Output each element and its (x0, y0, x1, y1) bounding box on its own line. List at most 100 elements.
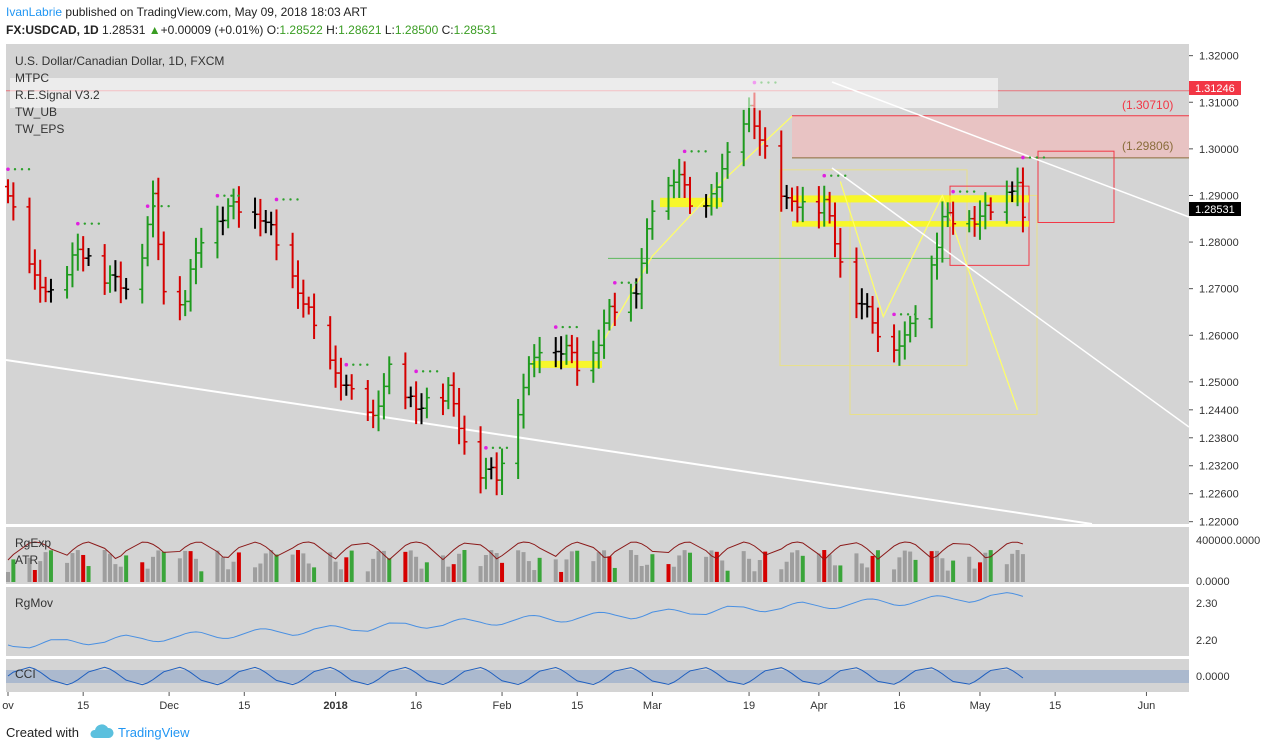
x-tick-label: Jun (1138, 700, 1156, 712)
volume-bar (6, 572, 10, 582)
volume-bar (199, 571, 204, 582)
indicator-lines (7, 541, 1024, 686)
author-link[interactable]: IvanLabrie (6, 5, 63, 19)
x-tick-label: 15 (571, 700, 583, 712)
volume-bar (897, 557, 902, 582)
volume-bar (414, 556, 419, 582)
price-badge-high-text: 1.31246 (1195, 83, 1235, 95)
target-box (1037, 150, 1115, 223)
volume-bar (859, 563, 864, 582)
rgexp-label[interactable]: RgExp (15, 536, 51, 550)
x-tick-label: 2018 (323, 700, 347, 712)
high-value: 1.28621 (338, 23, 382, 37)
signal-dot (6, 167, 10, 172)
cci-label[interactable]: CCI (15, 667, 36, 681)
signal-dot (972, 190, 976, 193)
indicator-tweps[interactable]: TW_EPS (15, 122, 64, 136)
volume-bar (854, 553, 859, 582)
chart-area[interactable]: U.S. Dollar/Canadian Dollar, 1D, FXCM MT… (0, 42, 1272, 716)
resistance-zone (792, 115, 1189, 158)
volume-bar (790, 552, 795, 582)
rgexp-tick-bottom: 0.0000 (1196, 576, 1230, 588)
header-bar: IvanLabrie published on TradingView.com,… (0, 0, 1272, 42)
y-tick-label: 1.28000 (1199, 237, 1239, 249)
volume-bar (967, 556, 972, 582)
y-tick-label: 1.25000 (1199, 377, 1239, 389)
volume-bar (875, 550, 880, 582)
atr-label[interactable]: ATR (15, 553, 38, 567)
volume-bar (188, 551, 193, 582)
volume-bar (553, 559, 558, 582)
volume-bar (11, 559, 16, 582)
signal-dot (965, 190, 969, 193)
volume-bar (156, 550, 161, 582)
volume-bar (312, 567, 317, 582)
volume-bar (306, 563, 311, 582)
low-value: 1.28500 (394, 23, 439, 37)
volume-bar (559, 571, 564, 582)
signal-dot (223, 194, 226, 197)
signal-dot (274, 197, 279, 202)
signal-dot (230, 194, 233, 197)
volume-bar (1004, 564, 1009, 582)
signal-dot (906, 313, 910, 316)
price-badge-high (1189, 81, 1241, 95)
close-value: 1.28531 (453, 23, 498, 37)
signal-dot (491, 446, 495, 450)
y-tick-label: 1.22000 (1199, 517, 1239, 529)
signal-dot (215, 193, 220, 198)
volume-bar (48, 550, 53, 582)
volume-bar (349, 550, 354, 582)
volume-bar (81, 554, 86, 582)
volume-bar (236, 552, 241, 582)
indicator-resignal[interactable]: R.E.Signal V3.2 (15, 88, 100, 102)
y-tick-label: 1.22600 (1199, 489, 1239, 501)
price-badge-last-text: 1.28531 (1195, 204, 1235, 216)
volume-bar (827, 554, 832, 582)
volume-bar (870, 555, 875, 582)
cci-band (6, 670, 1189, 683)
volume-bar (457, 553, 462, 582)
highlight-band-4 (792, 221, 1029, 227)
volume-bar (666, 564, 671, 582)
signal-dot (428, 370, 432, 373)
signal-dot (892, 312, 896, 317)
projection-path (839, 181, 1019, 411)
rgmov-label[interactable]: RgMov (15, 596, 53, 610)
volume-bar (333, 561, 338, 582)
x-tick-label: 16 (893, 700, 905, 712)
volume-bar (338, 569, 343, 582)
signal-dot (76, 221, 80, 226)
signal-dot (568, 325, 571, 329)
volume-bar (108, 553, 113, 582)
signal-dot (237, 194, 240, 197)
indicator-twub[interactable]: TW_UB (15, 105, 57, 119)
signal-dot (344, 362, 349, 367)
volume-bar (70, 553, 75, 582)
x-tick-label: 15 (1049, 700, 1061, 712)
volume-bar (483, 555, 488, 582)
low-label: L: (384, 23, 395, 37)
lower-trendline (5, 359, 1093, 525)
volume-bar (440, 555, 445, 582)
x-tick-label: Feb (493, 700, 512, 712)
volume-bar (424, 562, 429, 582)
signal-dot (90, 222, 94, 225)
signal-dot (366, 363, 369, 366)
indicator-mtpc[interactable]: MTPC (15, 71, 49, 85)
volume-bar (231, 561, 236, 582)
signal-dot (704, 150, 707, 153)
volume-bar (263, 553, 268, 582)
price-axis[interactable]: 1.32000 1.31000 1.30000 1.29000 1.28000 1.270… (1189, 51, 1239, 529)
signal-dot (414, 369, 418, 374)
highlight-band-1 (660, 197, 722, 208)
highlight-band-3 (792, 195, 1029, 203)
signal-dot (899, 313, 903, 316)
tradingview-link[interactable]: TradingView (118, 725, 190, 740)
volume-bar (779, 569, 784, 582)
volume-bar (645, 564, 650, 582)
volume-bar (65, 562, 70, 582)
signal-dot (153, 204, 156, 208)
up-arrow-icon: ▲ (148, 23, 161, 37)
time-axis[interactable]: ov 15 Dec 15 2018 16 Feb 15 Mar 19 Apr 16 May 15 Jun (2, 692, 1155, 712)
